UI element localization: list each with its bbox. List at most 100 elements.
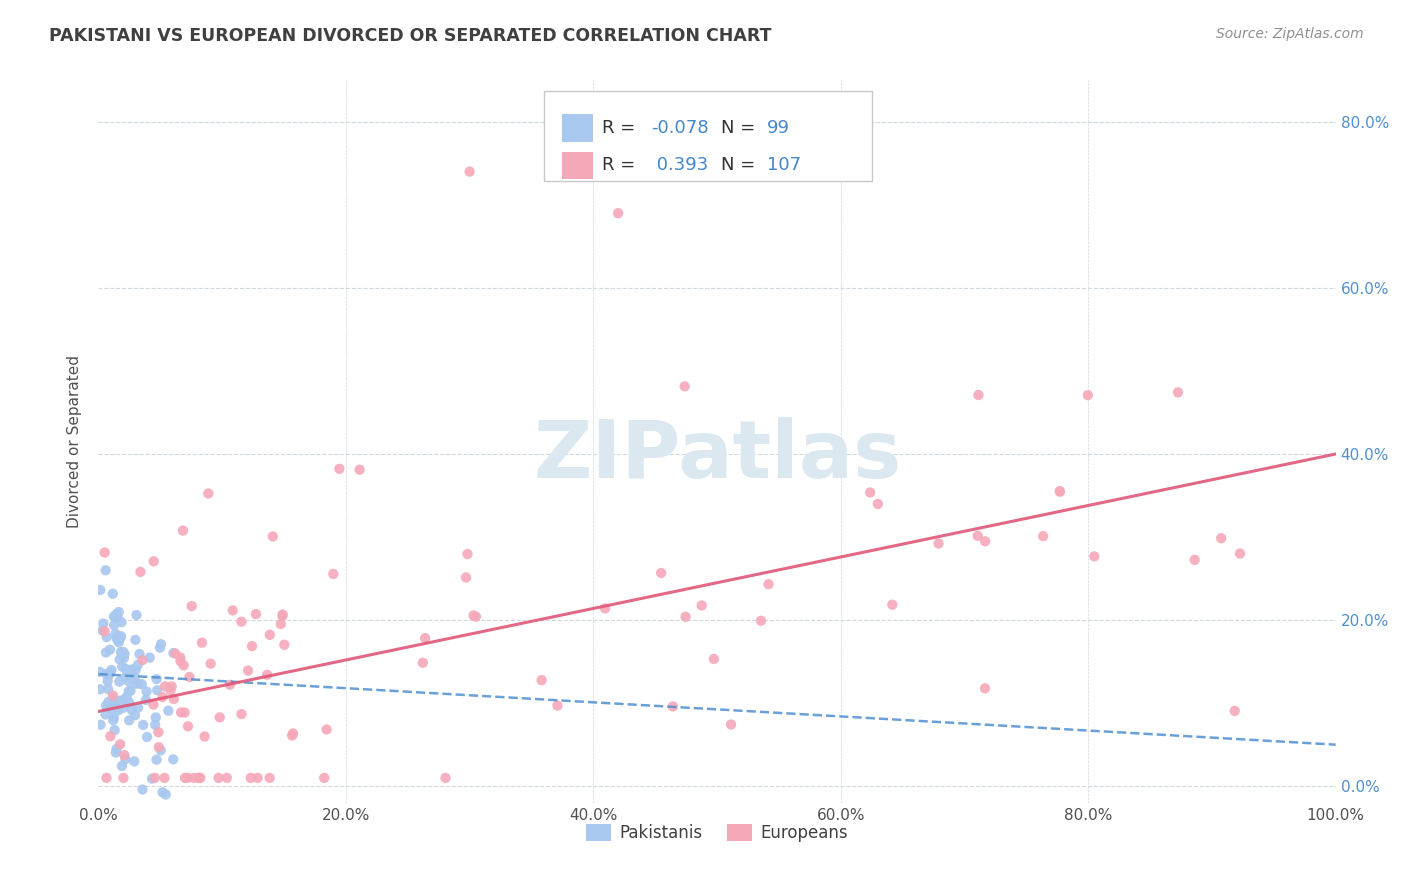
Point — [259, 628, 281, 642]
Point — [457, 547, 479, 561]
Point — [108, 674, 131, 689]
Point — [96, 667, 118, 681]
Point — [176, 771, 198, 785]
Point — [271, 607, 294, 622]
Point — [142, 698, 165, 712]
Point — [138, 650, 160, 665]
Point — [97, 674, 120, 689]
Point — [89, 718, 111, 732]
Point — [118, 714, 141, 728]
FancyBboxPatch shape — [544, 91, 872, 181]
Point — [1083, 549, 1105, 564]
Point — [96, 630, 118, 644]
Point — [120, 683, 142, 698]
Point — [165, 647, 187, 661]
Point — [145, 753, 167, 767]
Point — [328, 462, 350, 476]
Point — [194, 730, 217, 744]
Point — [111, 659, 134, 673]
Point — [105, 610, 128, 624]
Point — [124, 670, 146, 684]
Point — [103, 618, 125, 632]
Point — [1229, 547, 1251, 561]
Point — [112, 645, 135, 659]
Point — [104, 627, 127, 641]
Point — [215, 771, 238, 785]
Point — [136, 730, 159, 744]
Point — [159, 683, 181, 698]
Point — [236, 664, 259, 678]
Point — [96, 771, 118, 785]
Point — [454, 570, 477, 584]
Point — [108, 635, 131, 649]
Point — [966, 529, 988, 543]
Point — [191, 636, 214, 650]
Point — [273, 638, 295, 652]
Point — [105, 699, 128, 714]
Point — [124, 676, 146, 690]
Text: PAKISTANI VS EUROPEAN DIVORCED OR SEPARATED CORRELATION CHART: PAKISTANI VS EUROPEAN DIVORCED OR SEPARA… — [49, 27, 772, 45]
Point — [105, 695, 128, 709]
Point — [110, 645, 132, 659]
Point — [103, 693, 125, 707]
Point — [758, 577, 780, 591]
Point — [1211, 531, 1233, 545]
Point — [94, 646, 117, 660]
Point — [170, 706, 193, 720]
Point — [270, 617, 292, 632]
Point — [650, 566, 672, 580]
Point — [124, 755, 146, 769]
Text: 99: 99 — [766, 119, 790, 137]
Point — [108, 652, 131, 666]
Point — [103, 609, 125, 624]
Point — [129, 565, 152, 579]
Point — [97, 695, 120, 709]
Point — [219, 678, 242, 692]
Point — [703, 652, 725, 666]
Point — [89, 682, 111, 697]
Point — [413, 631, 436, 645]
Point — [183, 771, 205, 785]
Point — [197, 486, 219, 500]
Point — [128, 647, 150, 661]
Point — [94, 698, 117, 713]
Point — [314, 771, 336, 785]
Point — [93, 616, 115, 631]
Point — [412, 656, 434, 670]
Point — [94, 707, 117, 722]
Point — [188, 771, 211, 785]
Point — [974, 534, 997, 549]
Point — [173, 706, 195, 720]
Point — [127, 676, 149, 690]
Point — [110, 615, 132, 630]
Point — [97, 682, 120, 697]
Point — [121, 703, 143, 717]
Y-axis label: Divorced or Separated: Divorced or Separated — [67, 355, 83, 528]
Point — [974, 681, 997, 696]
Point — [103, 713, 125, 727]
Point — [240, 639, 263, 653]
Point — [153, 679, 176, 693]
Point — [114, 752, 136, 766]
Point — [463, 608, 485, 623]
Point — [160, 679, 183, 693]
Point — [928, 536, 950, 550]
Point — [231, 615, 253, 629]
Point — [107, 605, 129, 619]
Text: 0.393: 0.393 — [651, 156, 709, 174]
Point — [179, 670, 201, 684]
Point — [107, 703, 129, 717]
Point — [174, 771, 197, 785]
Text: -0.078: -0.078 — [651, 119, 709, 137]
Point — [141, 772, 163, 786]
Point — [188, 771, 211, 785]
Point — [105, 742, 128, 756]
Point — [1049, 484, 1071, 499]
Point — [1167, 385, 1189, 400]
Point — [125, 663, 148, 677]
Point — [93, 624, 115, 639]
Point — [101, 689, 124, 703]
Point — [142, 554, 165, 568]
Text: 107: 107 — [766, 156, 800, 174]
Point — [259, 771, 281, 785]
